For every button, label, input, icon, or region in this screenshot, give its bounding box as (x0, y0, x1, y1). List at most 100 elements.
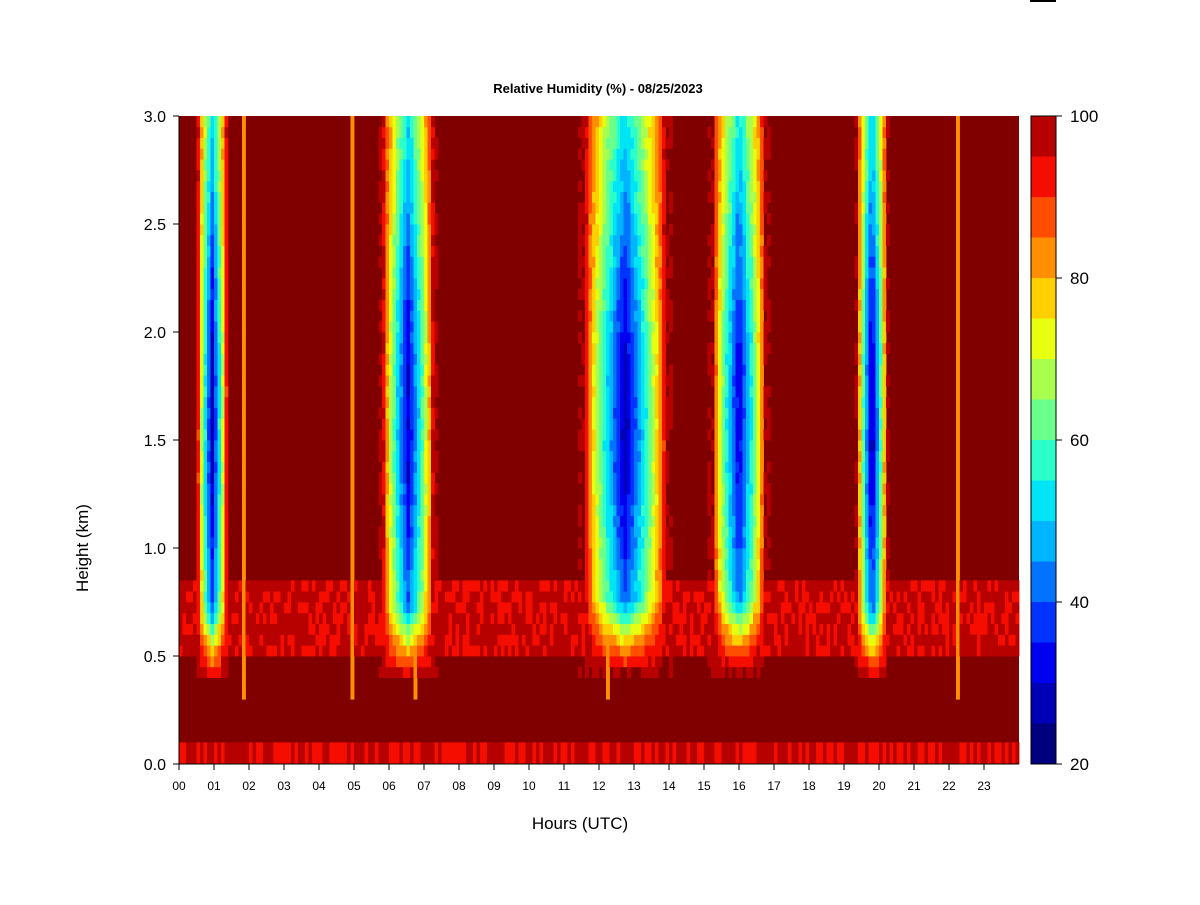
heatmap-cell (613, 321, 617, 333)
heatmap-cell (473, 591, 477, 603)
heatmap-cell (739, 623, 743, 635)
heatmap-cell (200, 461, 204, 473)
heatmap-cell (665, 234, 670, 246)
heatmap-cell (200, 666, 204, 678)
heatmap-cell (550, 580, 554, 592)
heatmap-cell (539, 623, 544, 635)
heatmap-cell (725, 213, 729, 225)
heatmap-cell (228, 753, 232, 765)
heatmap-cell (623, 353, 628, 365)
heatmap-cell (385, 321, 390, 333)
heatmap-cell (641, 623, 645, 635)
heatmap-cell (585, 591, 589, 603)
heatmap-cell (588, 321, 593, 333)
heatmap-cell (662, 440, 666, 452)
heatmap-cell (749, 364, 754, 376)
heatmap-cell (760, 450, 764, 462)
heatmap-cell (634, 429, 638, 441)
heatmap-cell (399, 429, 404, 441)
heatmap-cell (382, 591, 386, 603)
heatmap-cell (578, 126, 582, 138)
heatmap-cell (410, 137, 414, 149)
heatmap-cell (763, 526, 768, 538)
heatmap-cell (392, 483, 397, 495)
heatmap-cell (767, 645, 771, 657)
heatmap-cell (592, 515, 596, 527)
heatmap-cell (791, 645, 796, 657)
heatmap-cell (410, 537, 414, 549)
heatmap-cell (581, 375, 586, 387)
heatmap-cell (196, 461, 201, 473)
heatmap-cell (711, 267, 715, 279)
heatmap-cell (609, 472, 614, 484)
heatmap-cell (539, 580, 544, 592)
heatmap-cell (644, 418, 649, 430)
heatmap-cell (658, 396, 663, 408)
heatmap-cell (672, 742, 677, 754)
heatmap-cell (196, 623, 201, 635)
heatmap-cell (868, 591, 873, 603)
heatmap-cell (417, 602, 421, 614)
heatmap-cell (200, 429, 204, 441)
heatmap-cell (728, 483, 733, 495)
heatmap-cell (560, 580, 565, 592)
heatmap-cell (413, 677, 418, 689)
heatmap-cell (378, 180, 383, 192)
heatmap-cell (644, 537, 649, 549)
heatmap-cell (676, 645, 680, 657)
heatmap-cell (697, 612, 701, 624)
heatmap-cell (403, 645, 407, 657)
heatmap-cell (466, 602, 470, 614)
heatmap-cell (861, 170, 866, 182)
heatmap-cell (609, 202, 614, 214)
heatmap-cell (637, 548, 642, 560)
heatmap-cell (336, 634, 341, 646)
heatmap-cell (858, 504, 862, 516)
heatmap-cell (725, 407, 729, 419)
heatmap-cell (644, 126, 649, 138)
heatmap-cell (217, 515, 222, 527)
heatmap-cell (371, 753, 376, 765)
heatmap-cell (420, 213, 425, 225)
heatmap-cell (417, 666, 421, 678)
heatmap-cell (658, 440, 663, 452)
heatmap-cell (221, 634, 225, 646)
heatmap-cell (718, 645, 722, 657)
heatmap-cell (763, 256, 768, 268)
heatmap-cell (742, 299, 747, 311)
heatmap-cell (858, 321, 862, 333)
heatmap-cell (606, 580, 610, 592)
heatmap-cell (641, 558, 645, 570)
heatmap-cell (606, 407, 610, 419)
heatmap-cell (644, 569, 649, 581)
heatmap-cell (651, 321, 656, 333)
heatmap-cell (427, 483, 432, 495)
heatmap-cell (497, 602, 502, 614)
heatmap-cell (602, 364, 607, 376)
heatmap-cell (725, 396, 729, 408)
heatmap-cell (581, 612, 586, 624)
heatmap-cell (753, 364, 757, 376)
heatmap-cell (718, 332, 722, 344)
heatmap-cell (592, 558, 596, 570)
heatmap-cell (637, 558, 642, 570)
heatmap-cell (410, 267, 414, 279)
heatmap-cell (606, 116, 610, 128)
heatmap-cell (718, 202, 722, 214)
heatmap-cell (564, 623, 568, 635)
heatmap-cell (389, 407, 393, 419)
heatmap-cell (249, 623, 253, 635)
heatmap-cell (231, 645, 236, 657)
heatmap-cell (620, 191, 624, 203)
heatmap-cell (410, 558, 414, 570)
heatmap-cell (602, 245, 607, 257)
heatmap-cell (200, 623, 204, 635)
heatmap-cell (613, 375, 617, 387)
heatmap-cell (273, 753, 278, 765)
heatmap-cell (641, 159, 645, 171)
heatmap-cell (574, 612, 579, 624)
heatmap-cell (214, 461, 218, 473)
heatmap-cell (763, 483, 768, 495)
heatmap-cell (613, 591, 617, 603)
heatmap-cell (707, 364, 712, 376)
